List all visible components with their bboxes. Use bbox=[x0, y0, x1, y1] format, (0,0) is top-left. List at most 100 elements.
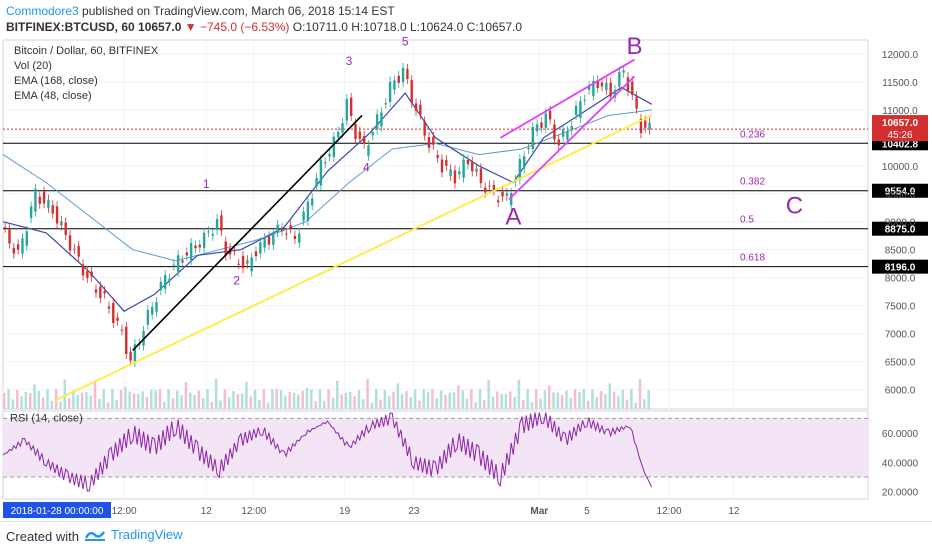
rsi-label: RSI (14, close) bbox=[10, 412, 83, 424]
volume-bar bbox=[310, 389, 313, 409]
volume-bar bbox=[643, 399, 646, 409]
volume-bar bbox=[210, 401, 214, 409]
price-tick-label: 11000.0 bbox=[882, 106, 918, 117]
volume-bar bbox=[176, 390, 179, 409]
candle-body bbox=[522, 156, 526, 169]
volume-bar bbox=[599, 391, 603, 409]
volume-bar bbox=[426, 391, 430, 409]
symbol-line: BITFINEX:BTCUSD, 60 10657.0 ▼ −745.0 (−6… bbox=[6, 20, 522, 34]
fib-ratio-label: 0.236 bbox=[740, 129, 765, 140]
wave-label-a: A bbox=[505, 204, 521, 231]
candle-body bbox=[25, 231, 28, 246]
volume-bar bbox=[509, 391, 512, 409]
candle-body bbox=[94, 289, 98, 293]
candle-body bbox=[639, 118, 643, 134]
candle-body bbox=[401, 67, 405, 83]
volume-bar bbox=[483, 400, 486, 409]
volume-bar bbox=[435, 398, 438, 409]
volume-bar bbox=[180, 395, 183, 409]
candle-body bbox=[380, 112, 383, 127]
candle-body bbox=[613, 90, 617, 98]
candle-body bbox=[375, 114, 379, 130]
volume-bar bbox=[327, 389, 330, 409]
last-price-badge bbox=[872, 115, 928, 142]
candle-body bbox=[406, 68, 409, 79]
candle-body bbox=[133, 344, 137, 363]
time-badge bbox=[3, 502, 111, 518]
candle-body bbox=[73, 248, 76, 250]
volume-bar bbox=[366, 379, 369, 409]
candle-body bbox=[21, 238, 24, 254]
candle-body bbox=[557, 139, 560, 146]
legend-volume[interactable]: Vol (20) bbox=[14, 60, 52, 72]
volume-bar bbox=[223, 389, 227, 409]
black-trendline bbox=[132, 114, 363, 351]
candle-body bbox=[592, 80, 595, 96]
tradingview-brand[interactable]: TradingView bbox=[84, 527, 183, 542]
candle-body bbox=[501, 191, 504, 197]
volume-bar bbox=[258, 399, 261, 409]
volume-bar bbox=[93, 380, 97, 409]
candle-body bbox=[600, 82, 604, 87]
volume-bar bbox=[586, 400, 590, 409]
candle-body bbox=[570, 126, 573, 131]
author-link[interactable]: Commodore3 bbox=[6, 4, 79, 18]
candle-body bbox=[419, 104, 422, 115]
candle-body bbox=[194, 245, 197, 249]
volume-bar bbox=[54, 389, 58, 409]
candle-body bbox=[332, 136, 336, 157]
wave-label-b: B bbox=[626, 33, 642, 60]
candle-body bbox=[250, 257, 253, 272]
rsi-tick-label: 20.0000 bbox=[882, 488, 919, 499]
legend-ema-168[interactable]: EMA (168, close) bbox=[14, 75, 98, 87]
legend-ema-48[interactable]: EMA (48, close) bbox=[14, 90, 92, 102]
volume-bar bbox=[491, 396, 495, 409]
fib-ratio-label: 0.618 bbox=[740, 253, 765, 264]
volume-bar bbox=[3, 393, 6, 409]
candle-body bbox=[328, 153, 331, 157]
candle-body bbox=[518, 159, 522, 180]
candle-body bbox=[125, 326, 128, 355]
candle-body bbox=[77, 245, 80, 257]
candle-body bbox=[527, 148, 530, 150]
candle-body bbox=[202, 232, 206, 248]
rsi-tick-label: 40.0000 bbox=[882, 458, 919, 469]
candle-body bbox=[345, 99, 349, 121]
volume-bar bbox=[517, 379, 521, 409]
candle-body bbox=[159, 281, 163, 291]
rsi-tick-label: 60.0000 bbox=[882, 429, 919, 440]
volume-bar bbox=[197, 390, 201, 409]
volume-bar bbox=[167, 389, 170, 409]
publish-line: Commodore3 published on TradingView.com,… bbox=[6, 4, 395, 18]
volume-bar bbox=[50, 400, 54, 409]
price-tick-label: 7000.0 bbox=[885, 330, 916, 341]
volume-bar bbox=[353, 395, 356, 409]
candle-body bbox=[176, 255, 180, 272]
candle-body bbox=[241, 255, 245, 269]
volume-bar bbox=[612, 391, 616, 409]
price-tick-label: 6500.0 bbox=[885, 357, 916, 368]
candle-body bbox=[220, 215, 223, 231]
volume-bar bbox=[539, 398, 542, 409]
volume-bar bbox=[513, 396, 516, 409]
candle-body bbox=[29, 206, 33, 219]
candle-body bbox=[172, 264, 176, 266]
volume-bar bbox=[357, 390, 361, 409]
volume-bar bbox=[530, 402, 534, 409]
volume-bar bbox=[163, 402, 166, 409]
volume-bar bbox=[171, 398, 175, 409]
time-tick-label: 12:00 bbox=[112, 506, 137, 517]
volume-bar bbox=[630, 389, 633, 409]
candle-body bbox=[103, 291, 106, 294]
candle-body bbox=[129, 351, 132, 361]
candle-body bbox=[47, 199, 50, 208]
candle-body bbox=[341, 123, 344, 133]
volume-bar bbox=[124, 386, 127, 409]
price-tick-label: 12000.0 bbox=[882, 50, 919, 61]
chart-canvas[interactable]: 0.236 10402.8 0.382 9554.0 0.5 8875.0 0.618 819… bbox=[0, 0, 932, 521]
volume-bar bbox=[340, 394, 343, 409]
volume-bar bbox=[188, 392, 192, 409]
volume-bar bbox=[591, 389, 594, 409]
candle-body bbox=[306, 201, 310, 221]
volume-bar bbox=[137, 393, 140, 409]
